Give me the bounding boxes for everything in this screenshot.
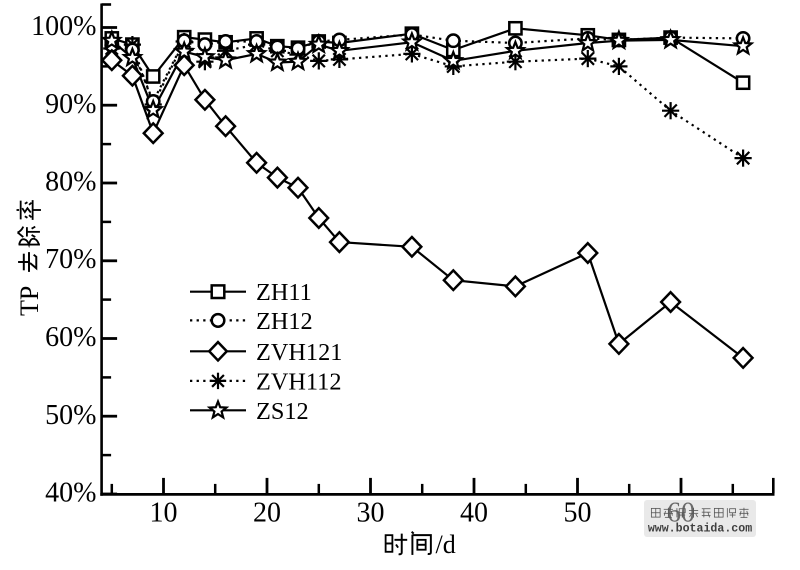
svg-text:ZVH121: ZVH121 <box>256 339 342 366</box>
svg-text:30: 30 <box>357 498 385 529</box>
svg-text:TP: TP <box>15 286 44 316</box>
svg-text:50%: 50% <box>45 400 96 431</box>
svg-text:www.botaida.com: www.botaida.com <box>648 523 752 536</box>
svg-text:50: 50 <box>564 498 592 529</box>
svg-text:/d: /d <box>436 530 456 559</box>
svg-text:20: 20 <box>253 498 281 529</box>
svg-text:ZVH112: ZVH112 <box>256 368 341 395</box>
svg-text:90%: 90% <box>45 89 96 120</box>
svg-text:60%: 60% <box>45 322 96 353</box>
svg-text:ZH12: ZH12 <box>256 308 313 335</box>
svg-text:70%: 70% <box>45 244 96 275</box>
svg-text:ZH11: ZH11 <box>256 279 312 306</box>
svg-text:40: 40 <box>460 498 488 529</box>
svg-text:ZS12: ZS12 <box>256 398 309 425</box>
svg-text:40%: 40% <box>45 478 96 509</box>
svg-text:80%: 80% <box>45 167 96 198</box>
svg-text:100%: 100% <box>31 11 96 42</box>
svg-text:10: 10 <box>150 498 178 529</box>
